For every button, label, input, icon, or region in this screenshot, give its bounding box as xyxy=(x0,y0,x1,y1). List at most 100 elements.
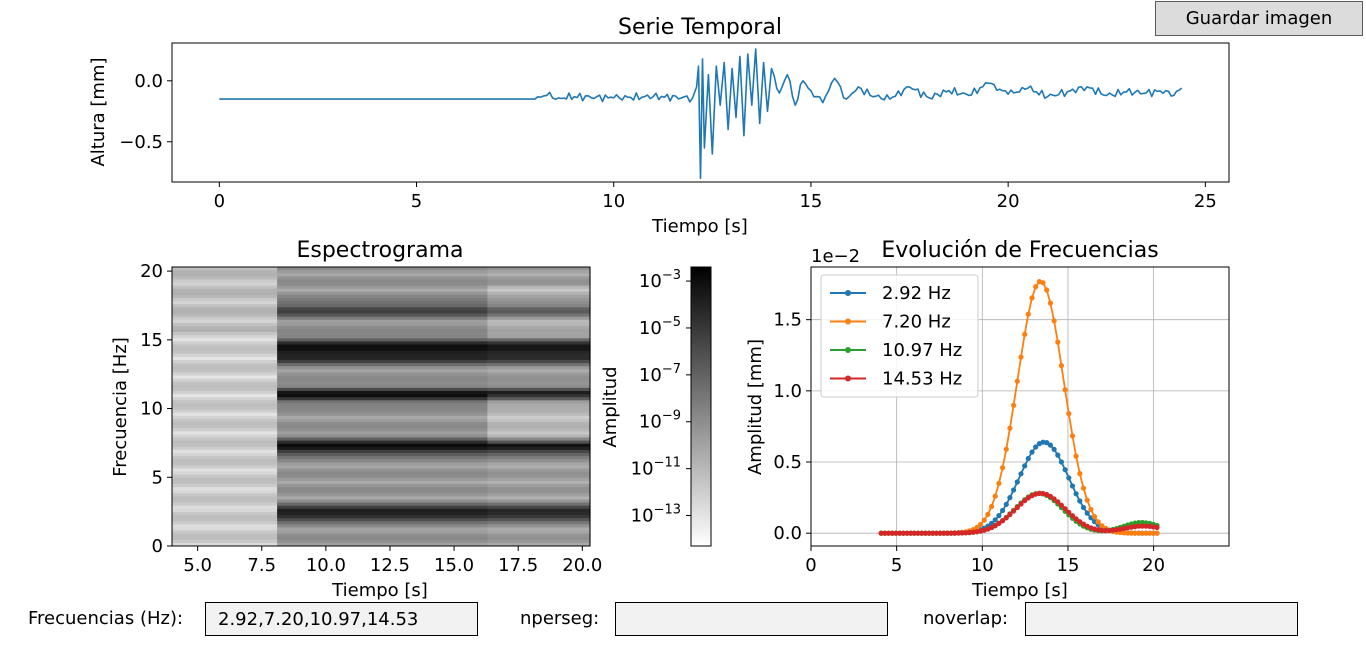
spectrogram-cell xyxy=(487,304,591,308)
spectrogram-cell xyxy=(172,474,278,479)
spectrogram-cell xyxy=(277,344,488,348)
spectrogram-cell xyxy=(277,462,488,466)
series-point xyxy=(944,530,951,536)
colorbar-tick-label: 10−9 xyxy=(639,409,681,433)
series-point xyxy=(959,530,965,536)
spectrogram-cell xyxy=(487,505,591,510)
spectrogram-cell xyxy=(172,279,278,283)
spectrogram-cell xyxy=(172,462,278,466)
spectrogram-cell xyxy=(172,459,278,463)
spectrogram-cell xyxy=(172,524,278,528)
series-point xyxy=(922,530,929,536)
spectrogram-cell xyxy=(487,338,591,342)
frequency-evolution-title: Evolución de Frecuencias xyxy=(881,238,1158,263)
spectrogram-cell xyxy=(277,291,488,296)
x-tick-label: 17.5 xyxy=(498,555,538,576)
series-point xyxy=(1014,479,1020,485)
spectrogram-cell xyxy=(487,294,591,299)
spectrogram-cell xyxy=(172,449,278,454)
y-tick-label: 20 xyxy=(140,261,163,282)
spectrogram-cell xyxy=(172,490,278,494)
spectrogram-cell xyxy=(487,536,591,541)
nperseg-input[interactable] xyxy=(615,602,888,636)
series-point xyxy=(996,513,1002,519)
legend-label: 2.92 Hz xyxy=(882,283,951,304)
legend-marker xyxy=(845,318,851,325)
spectrogram-cell xyxy=(172,381,278,386)
spectrogram-cell xyxy=(172,412,278,417)
save-image-button[interactable]: Guardar imagen xyxy=(1155,1,1363,36)
noverlap-input[interactable] xyxy=(1025,602,1298,636)
series-point xyxy=(1147,530,1153,536)
spectrogram-cell xyxy=(277,273,488,277)
frequencies-input[interactable] xyxy=(205,602,478,636)
frequency-evolution-plot-area xyxy=(878,279,1160,536)
spectrogram-cell xyxy=(277,446,488,451)
spectrogram-cell xyxy=(277,434,488,438)
spectrogram-cell xyxy=(172,360,278,364)
series-point xyxy=(981,517,987,523)
series-point xyxy=(992,493,998,499)
spectrogram-cell xyxy=(277,459,488,463)
series-point xyxy=(1044,440,1050,446)
series-point xyxy=(1058,502,1064,508)
spectrogram-cell xyxy=(487,279,591,283)
series-point xyxy=(1062,506,1068,512)
spectrogram-cell xyxy=(172,409,278,414)
time-series-y-label: Altura [mm] xyxy=(88,57,109,166)
time-series-chart: Serie Temporal 0 5 10 15 20 25 0.0 −0.5 Tiempo… xyxy=(88,15,1230,237)
series-2-92-hz xyxy=(878,439,1160,536)
spectrogram-cell xyxy=(172,465,278,469)
x-tick-label: 10.0 xyxy=(306,555,346,576)
spectrogram-cell xyxy=(487,291,591,296)
x-tick-label: 15 xyxy=(1057,555,1080,576)
spectrogram-cell xyxy=(172,387,278,392)
spectrogram-cell xyxy=(487,446,591,451)
spectrogram-cell xyxy=(277,375,488,379)
spectrogram-cell xyxy=(277,347,488,352)
spectrogram-cell xyxy=(487,499,591,503)
x-tick-label: 15.0 xyxy=(434,555,474,576)
series-point xyxy=(1011,487,1017,493)
spectrogram-cell xyxy=(277,437,488,441)
spectrogram-cell xyxy=(277,484,488,488)
spectrogram-cell xyxy=(487,366,591,370)
spectrogram-cell xyxy=(487,415,591,420)
series-point xyxy=(1040,280,1046,286)
series-point xyxy=(1073,453,1079,459)
spectrogram-cell xyxy=(277,539,488,544)
spectrogram-cell xyxy=(172,319,278,324)
legend-marker xyxy=(845,375,851,382)
spectrogram-cell xyxy=(277,415,488,420)
series-point xyxy=(941,530,947,536)
spectrogram-cell xyxy=(487,325,591,330)
series-point xyxy=(1003,446,1009,452)
spectrogram-y-label: Frecuencia [Hz] xyxy=(110,337,131,477)
spectrogram-cell xyxy=(277,468,488,472)
spectrogram-cell xyxy=(487,310,591,314)
series-point xyxy=(1022,498,1028,504)
spectrogram-cell xyxy=(172,505,278,510)
spectrogram-cell xyxy=(277,524,488,528)
series-point xyxy=(1073,516,1079,522)
time-series-frame xyxy=(171,42,1230,183)
spectrogram-cell xyxy=(487,428,591,432)
spectrogram-cell xyxy=(487,344,591,348)
spectrogram-cell xyxy=(277,465,488,469)
series-point xyxy=(1029,295,1035,301)
series-point xyxy=(1014,378,1020,384)
spectrogram-cell xyxy=(172,276,278,280)
series-point xyxy=(904,530,910,536)
time-series-y-ticks: 0.0 −0.5 xyxy=(119,71,172,153)
spectrogram-cell xyxy=(487,527,591,531)
series-point xyxy=(908,530,914,536)
series-point xyxy=(1084,497,1090,503)
spectrogram-cell xyxy=(277,384,488,389)
spectrogram-cell xyxy=(277,279,488,283)
y-tick-label: 0.5 xyxy=(773,452,802,473)
spectrogram-cell xyxy=(487,298,591,302)
spectrogram-cell xyxy=(277,428,488,432)
spectrogram-cell xyxy=(277,307,488,311)
series-point xyxy=(1154,530,1160,536)
spectrogram-cell xyxy=(487,515,591,519)
